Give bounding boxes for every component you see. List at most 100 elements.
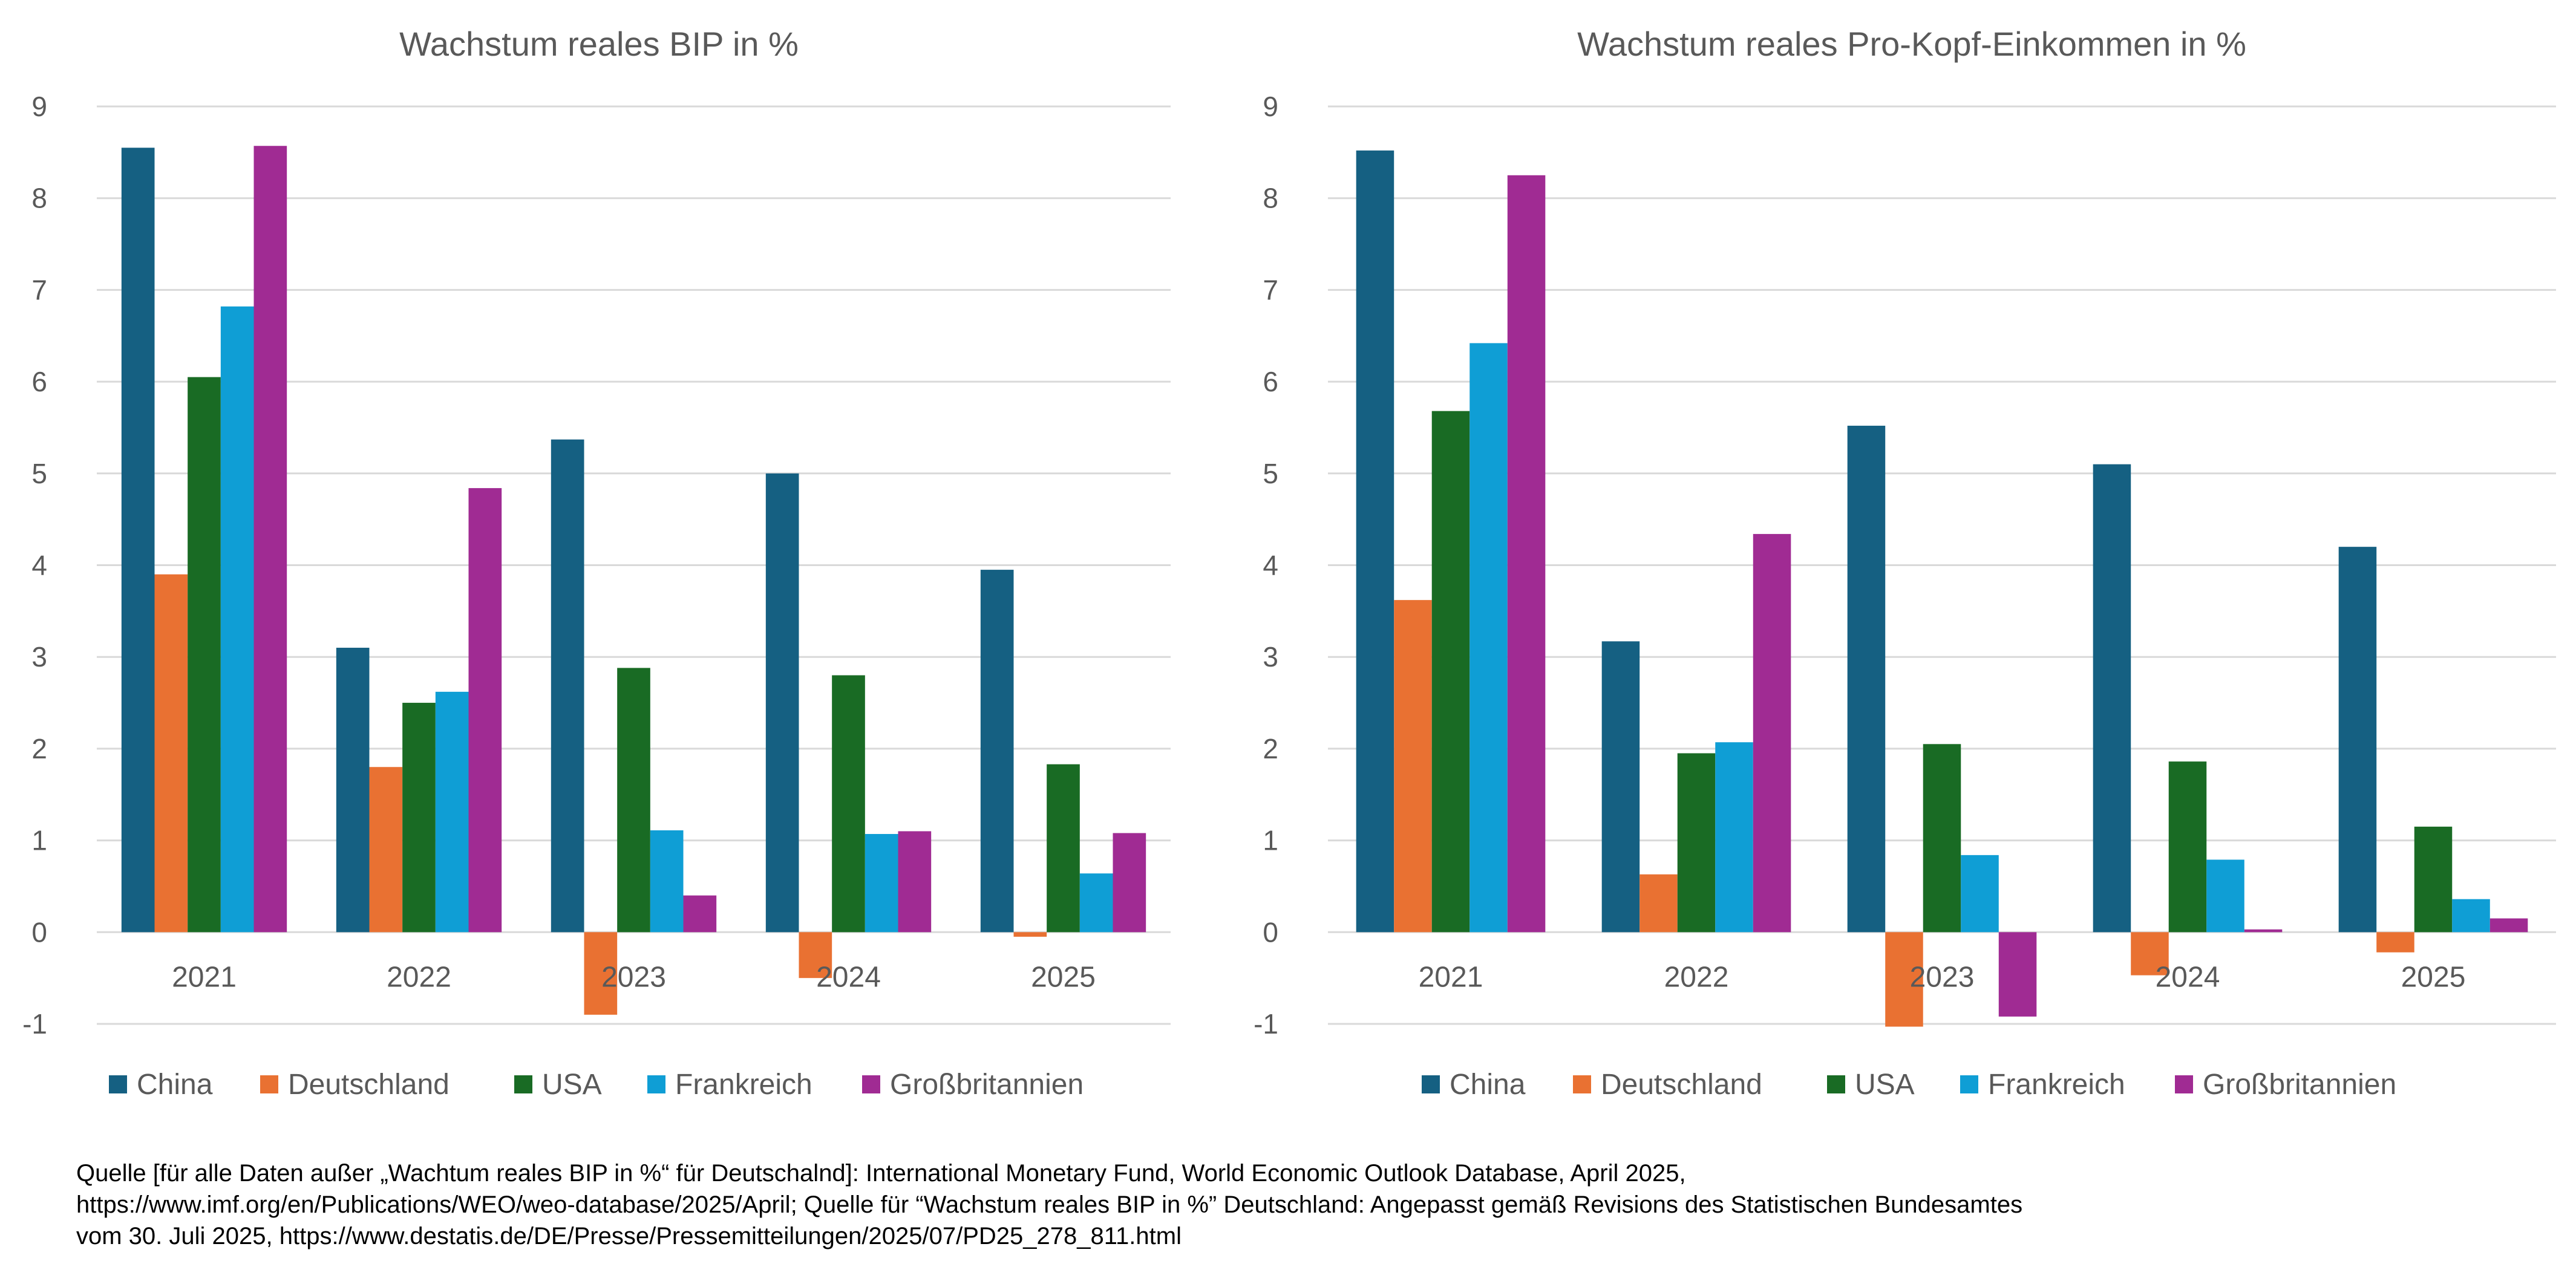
legend-swatch-frankreich: [1960, 1075, 1978, 1093]
bar-frankreich-2021: [1469, 343, 1508, 933]
bar-frankreich-2024: [2206, 859, 2244, 933]
bar-frankreich-2022: [435, 691, 469, 933]
bar-großbritannien-2022: [1753, 533, 1791, 933]
legend-label: China: [137, 1069, 213, 1101]
y-tick-label: 9: [31, 91, 47, 122]
bar-großbritannien-2022: [468, 488, 502, 933]
bar-china-2024: [2093, 464, 2131, 933]
bar-großbritannien-2021: [253, 146, 287, 933]
y-tick-label: 5: [1263, 458, 1278, 489]
y-tick-label: 3: [1263, 641, 1278, 673]
legend-label: Frankreich: [1988, 1069, 2125, 1101]
legend-swatch-großbritannien: [862, 1075, 880, 1093]
legend-label: Großbritannien: [890, 1069, 1084, 1101]
bar-großbritannien-2021: [1507, 175, 1546, 933]
bar-großbritannien-2023: [683, 895, 717, 933]
bar-frankreich-2025: [1079, 873, 1113, 933]
legend-label: Deutschland: [288, 1069, 449, 1101]
bar-china-2023: [551, 439, 584, 933]
y-tick-label: 4: [31, 550, 47, 581]
bar-frankreich-2021: [220, 306, 254, 933]
bar-usa-2025: [2414, 826, 2453, 933]
chart-2: Wachstum reales Pro-Kopf-Einkommen in % 9…: [1254, 25, 2556, 1101]
x-category-label: 2024: [816, 961, 881, 993]
bar-deutschland-2021: [154, 574, 188, 933]
y-tick-label: 2: [31, 733, 47, 764]
x-category-label: 2023: [1910, 961, 1975, 993]
legend-swatch-großbritannien: [2175, 1075, 2193, 1093]
y-tick-label: 9: [1263, 91, 1278, 122]
bar-frankreich-2023: [1961, 855, 1999, 933]
bar-usa-2021: [188, 377, 221, 933]
legend-label: China: [1450, 1069, 1526, 1101]
chart-title: Wachstum reales Pro-Kopf-Einkommen in %: [1577, 25, 2246, 63]
bar-usa-2023: [1923, 744, 1961, 933]
x-category-label: 2023: [601, 961, 666, 993]
bar-usa-2021: [1431, 411, 1470, 933]
bar-china-2025: [980, 570, 1014, 933]
bar-deutschland-2025: [2376, 932, 2414, 953]
bar-usa-2025: [1047, 764, 1080, 933]
legend-swatch-deutschland: [1573, 1075, 1591, 1093]
x-category-label: 2021: [172, 961, 237, 993]
y-tick-label: 7: [31, 274, 47, 305]
bar-usa-2022: [402, 703, 436, 933]
bar-deutschland-2022: [369, 767, 403, 933]
bar-deutschland-2024: [799, 932, 832, 979]
y-tick-label: -1: [22, 1008, 47, 1040]
source-note-line-2: https://www.imf.org/en/Publications/WEO/…: [76, 1191, 2023, 1218]
bar-deutschland-2021: [1394, 600, 1432, 933]
legend-label: Großbritannien: [2203, 1069, 2396, 1101]
y-tick-label: 0: [1263, 916, 1278, 948]
y-tick-label: 1: [31, 825, 47, 856]
x-category-label: 2025: [1031, 961, 1096, 993]
charts-canvas: Wachstum reales BIP in % 9 8 7 6 5 4 3 2 1 0 -1 2021…: [22, 25, 2556, 1101]
legend-swatch-frankreich: [647, 1075, 665, 1093]
bar-china-2022: [336, 648, 370, 933]
legend-swatch-china: [1422, 1075, 1440, 1093]
bar-china-2021: [121, 148, 155, 933]
bar-großbritannien-2024: [2244, 929, 2283, 933]
y-tick-label: 1: [1263, 825, 1278, 856]
x-category-label: 2022: [1664, 961, 1729, 993]
y-tick-label: 6: [1263, 366, 1278, 397]
y-tick-label: -1: [1254, 1008, 1278, 1040]
bar-china-2023: [1847, 425, 1886, 933]
y-tick-label: 4: [1263, 550, 1278, 581]
source-note-line-1: Quelle [für alle Daten außer „Wachtum re…: [76, 1160, 1686, 1187]
bar-großbritannien-2025: [2489, 918, 2528, 933]
bar-frankreich-2024: [865, 833, 898, 933]
bar-großbritannien-2024: [898, 831, 932, 933]
bar-china-2025: [2338, 547, 2377, 933]
y-tick-label: 6: [31, 366, 47, 397]
y-tick-label: 2: [1263, 733, 1278, 764]
x-category-label: 2022: [387, 961, 451, 993]
y-tick-label: 8: [1263, 183, 1278, 214]
chart-title: Wachstum reales BIP in %: [399, 25, 799, 63]
bar-deutschland-2024: [2131, 932, 2169, 976]
bar-usa-2022: [1677, 753, 1716, 933]
bar-großbritannien-2025: [1113, 833, 1146, 933]
y-tick-label: 0: [31, 916, 47, 948]
y-tick-label: 3: [31, 641, 47, 673]
y-tick-label: 7: [1263, 274, 1278, 305]
legend-label: USA: [542, 1069, 602, 1101]
legend-swatch-usa: [1827, 1075, 1845, 1093]
legend-label: USA: [1855, 1069, 1915, 1101]
bar-deutschland-2023: [584, 932, 618, 1015]
y-tick-label: 5: [31, 458, 47, 489]
legend-swatch-china: [109, 1075, 127, 1093]
bar-deutschland-2025: [1013, 932, 1047, 937]
legend-swatch-usa: [514, 1075, 532, 1093]
bar-usa-2024: [2168, 761, 2207, 933]
bar-usa-2024: [832, 675, 865, 933]
legend-label: Deutschland: [1601, 1069, 1762, 1101]
bar-großbritannien-2023: [1998, 932, 2037, 1017]
bar-deutschland-2023: [1885, 932, 1923, 1027]
y-tick-label: 8: [31, 183, 47, 214]
x-category-label: 2025: [2401, 961, 2466, 993]
x-category-label: 2024: [2156, 961, 2220, 993]
bar-usa-2023: [617, 668, 650, 933]
legend-swatch-deutschland: [260, 1075, 278, 1093]
bar-frankreich-2022: [1715, 742, 1753, 933]
